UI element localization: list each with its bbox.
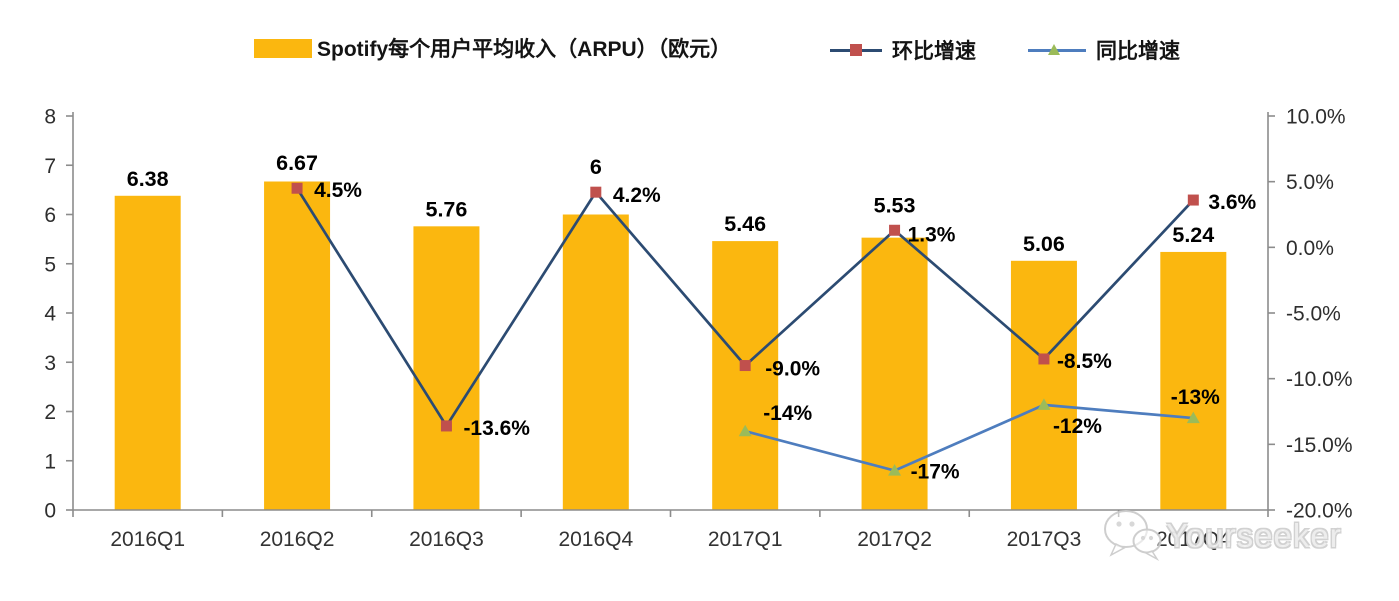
bar-value-label: 6.67 [276, 151, 318, 175]
right-axis-tick-label: -20.0% [1286, 500, 1353, 523]
x-axis-label-2016Q1: 2016Q1 [110, 528, 185, 551]
left-axis-tick-label: 0 [44, 500, 56, 523]
x-axis-label-2017Q2: 2017Q2 [857, 528, 932, 551]
series-data-label: -9.0% [765, 358, 820, 381]
series-data-label: -13.6% [463, 417, 530, 440]
qoq-point-2016Q3 [440, 420, 452, 432]
bar-2016Q4 [562, 214, 629, 510]
series-data-label: 4.2% [613, 184, 661, 207]
legend-item-qoq-line: 环比增速 [830, 38, 976, 63]
qoq-point-2016Q4 [590, 186, 602, 198]
bar-2017Q3 [1010, 260, 1077, 510]
right-axis-tick-label: -10.0% [1286, 368, 1353, 391]
watermark: Yourseeker [1102, 508, 1342, 564]
series-data-label: 3.6% [1208, 191, 1256, 214]
bar-value-label: 5.46 [724, 212, 766, 236]
left-axis-tick-label: 2 [44, 401, 56, 424]
series-data-label: 4.5% [314, 179, 362, 202]
legend-label-qoq: 环比增速 [892, 40, 976, 63]
bar-value-label: 5.24 [1172, 223, 1214, 247]
left-axis-tick-label: 1 [44, 450, 56, 473]
series-data-label: -14% [763, 402, 812, 425]
bar-value-label: 5.76 [426, 197, 468, 221]
left-axis-tick-label: 8 [44, 106, 56, 129]
bar-series-swatch [254, 38, 312, 58]
series-data-label: -8.5% [1057, 350, 1112, 373]
legend-item-arpu-bar: Spotify每个用户平均收入（ARPU）（欧元） [254, 36, 732, 61]
bar-value-label: 6 [590, 155, 602, 179]
qoq-point-2016Q2 [291, 182, 303, 194]
qoq-line-swatch [830, 44, 882, 56]
watermark-text: Yourseeker [1166, 517, 1342, 554]
legend-item-yoy-line: 同比增速 [1028, 38, 1180, 63]
series-data-label: -13% [1171, 386, 1220, 409]
bar-value-label: 6.38 [127, 167, 169, 191]
series-data-label: -17% [911, 461, 960, 484]
x-axis-label-2016Q2: 2016Q2 [260, 528, 335, 551]
yoy-point-2017Q1 [738, 424, 752, 437]
bar-2016Q2 [264, 181, 331, 510]
yoy-point-2017Q2 [888, 464, 902, 476]
line-line-2 [744, 403, 1194, 473]
left-axis-tick-label: 4 [44, 303, 56, 326]
right-axis-tick-label: 0.0% [1286, 237, 1334, 260]
triangle-marker-icon [1048, 44, 1060, 55]
bar-2016Q3 [413, 226, 480, 510]
x-axis-label-2016Q4: 2016Q4 [558, 528, 633, 551]
right-axis-tick-label: -15.0% [1286, 434, 1353, 457]
bar-value-label: 5.53 [874, 193, 916, 217]
qoq-point-2017Q4 [1187, 194, 1199, 206]
series-data-label: 1.3% [908, 223, 956, 246]
yoy-point-2017Q3 [1037, 398, 1051, 410]
x-axis-label-2017Q1: 2017Q1 [708, 528, 783, 551]
qoq-point-2017Q3 [1038, 353, 1050, 365]
yoy-point-2017Q4 [1186, 411, 1200, 424]
legend-label-arpu: Spotify每个用户平均收入（ARPU）（欧元） [317, 38, 732, 61]
left-axis-tick-label: 7 [44, 155, 56, 178]
bar-2017Q1 [712, 241, 779, 510]
yoy-line-swatch [1028, 44, 1086, 55]
left-axis-tick-label: 6 [44, 204, 56, 227]
bar-value-label: 5.06 [1023, 232, 1065, 256]
wechat-icon [1104, 510, 1162, 562]
right-axis-tick-label: 5.0% [1286, 171, 1334, 194]
x-axis-label-2017Q3: 2017Q3 [1007, 528, 1082, 551]
x-axis-label-2017Q4: 2017Q4 [1156, 528, 1231, 551]
left-axis-tick-label: 3 [44, 352, 56, 375]
left-axis-tick-label: 5 [44, 253, 56, 276]
bar-2016Q1 [114, 195, 181, 510]
series-data-label: -12% [1053, 415, 1102, 438]
square-marker-icon [850, 44, 862, 56]
qoq-point-2017Q2 [889, 224, 901, 236]
legend-label-yoy: 同比增速 [1096, 40, 1180, 63]
x-axis-label-2016Q3: 2016Q3 [409, 528, 484, 551]
right-axis-tick-label: 10.0% [1286, 106, 1346, 129]
qoq-point-2017Q1 [739, 360, 751, 372]
right-axis-tick-label: -5.0% [1286, 303, 1341, 326]
bar-2017Q4 [1160, 251, 1227, 510]
